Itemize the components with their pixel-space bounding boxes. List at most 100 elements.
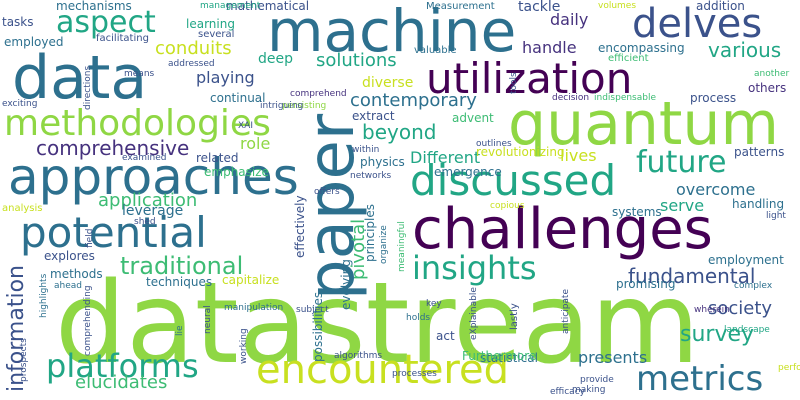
word: handle xyxy=(522,38,577,57)
word: comprehend xyxy=(290,89,347,99)
word: evolving xyxy=(339,259,353,310)
word: efficient xyxy=(608,53,649,64)
word: conduits xyxy=(155,38,232,59)
word: lives xyxy=(560,146,597,165)
word: insights xyxy=(412,249,537,287)
word: emergence xyxy=(434,165,502,179)
word: tackle xyxy=(518,0,561,15)
word: learning xyxy=(186,17,235,31)
word: promising xyxy=(616,277,676,291)
word: principles xyxy=(363,203,377,262)
word: survey xyxy=(680,322,755,347)
word: Measurement xyxy=(426,1,495,12)
word: emphasize xyxy=(204,165,269,179)
word: extract xyxy=(352,109,395,123)
word: anticipate xyxy=(561,289,571,334)
word: revolutionizing xyxy=(476,145,565,159)
word: machine xyxy=(267,0,517,65)
word: provide xyxy=(580,375,614,385)
word: platforms xyxy=(46,347,199,385)
word: light xyxy=(766,211,786,221)
word: serve xyxy=(660,196,705,215)
word: data xyxy=(12,43,148,113)
word: shed xyxy=(134,217,156,227)
word: field xyxy=(85,228,95,248)
word: elucidates xyxy=(75,372,168,393)
word: neural xyxy=(203,305,213,334)
word: tools xyxy=(509,72,519,94)
word: society xyxy=(708,298,773,319)
word: datastream xyxy=(55,259,700,389)
word: challenges xyxy=(412,197,713,262)
word: employed xyxy=(4,35,64,49)
word: mechanisms xyxy=(56,0,132,13)
word: delves xyxy=(632,1,763,47)
word: patterns xyxy=(734,145,785,159)
word: complex xyxy=(734,281,773,291)
word: means xyxy=(124,69,155,79)
word: networks xyxy=(350,171,392,181)
word: XAI xyxy=(238,121,253,131)
word: meaningful xyxy=(397,221,407,272)
word: efficacy xyxy=(550,387,585,397)
word: discussed xyxy=(410,156,617,205)
word: mathematical xyxy=(226,0,310,13)
word: techniques xyxy=(146,275,213,289)
word: aspect xyxy=(56,5,156,40)
word: approaches xyxy=(8,148,299,206)
word: directions xyxy=(83,65,93,110)
word: organize xyxy=(379,225,389,264)
word: subject xyxy=(296,305,329,315)
word: employment xyxy=(708,253,784,267)
word: key xyxy=(426,299,442,309)
word: methodologies xyxy=(4,103,271,144)
word: landscape xyxy=(724,325,770,335)
word: contemporary xyxy=(350,90,477,111)
word: examined xyxy=(122,153,167,163)
word: intriguing xyxy=(260,101,304,111)
word: Furthermore xyxy=(462,349,537,363)
word: others xyxy=(748,81,787,95)
word: future xyxy=(636,145,727,180)
word: leverage xyxy=(122,203,184,219)
word: capitalize xyxy=(222,273,280,287)
word: related xyxy=(196,151,239,165)
word: working xyxy=(239,328,249,364)
word: indispensable xyxy=(594,93,657,103)
word: systems xyxy=(612,205,662,219)
word: fundamental xyxy=(628,264,756,288)
word: solutions xyxy=(316,50,397,71)
word: processes xyxy=(392,369,437,379)
word: analysis xyxy=(2,203,43,214)
word: addressed xyxy=(168,59,215,69)
word: encountered xyxy=(256,347,509,393)
word: various xyxy=(708,38,782,62)
word: traditional xyxy=(120,252,244,280)
word: comprehending xyxy=(83,285,93,356)
word: utilization xyxy=(426,54,633,103)
word: exciting xyxy=(2,99,38,109)
word: prospects xyxy=(19,338,29,382)
word: performance xyxy=(778,363,800,373)
word: addition xyxy=(696,0,745,13)
word: potential xyxy=(20,208,207,257)
word: valuable xyxy=(414,45,457,56)
word: encompassing xyxy=(598,41,685,55)
word: effectively xyxy=(293,195,307,258)
word: offers xyxy=(314,187,340,197)
word: physics xyxy=(360,155,405,169)
word: management xyxy=(200,1,261,11)
word: algorithms xyxy=(334,351,383,361)
word: handling xyxy=(732,197,785,211)
word: volumes xyxy=(598,1,637,11)
word: act xyxy=(436,329,455,343)
word: lie xyxy=(175,325,185,336)
word: methods xyxy=(50,267,103,281)
word: quantum xyxy=(508,89,779,159)
word: beyond xyxy=(362,120,437,144)
word: facilitating xyxy=(96,33,149,44)
word: Different xyxy=(410,148,481,167)
word: process xyxy=(690,91,737,105)
word: comprehensive xyxy=(36,136,190,160)
word: copious xyxy=(490,201,525,211)
